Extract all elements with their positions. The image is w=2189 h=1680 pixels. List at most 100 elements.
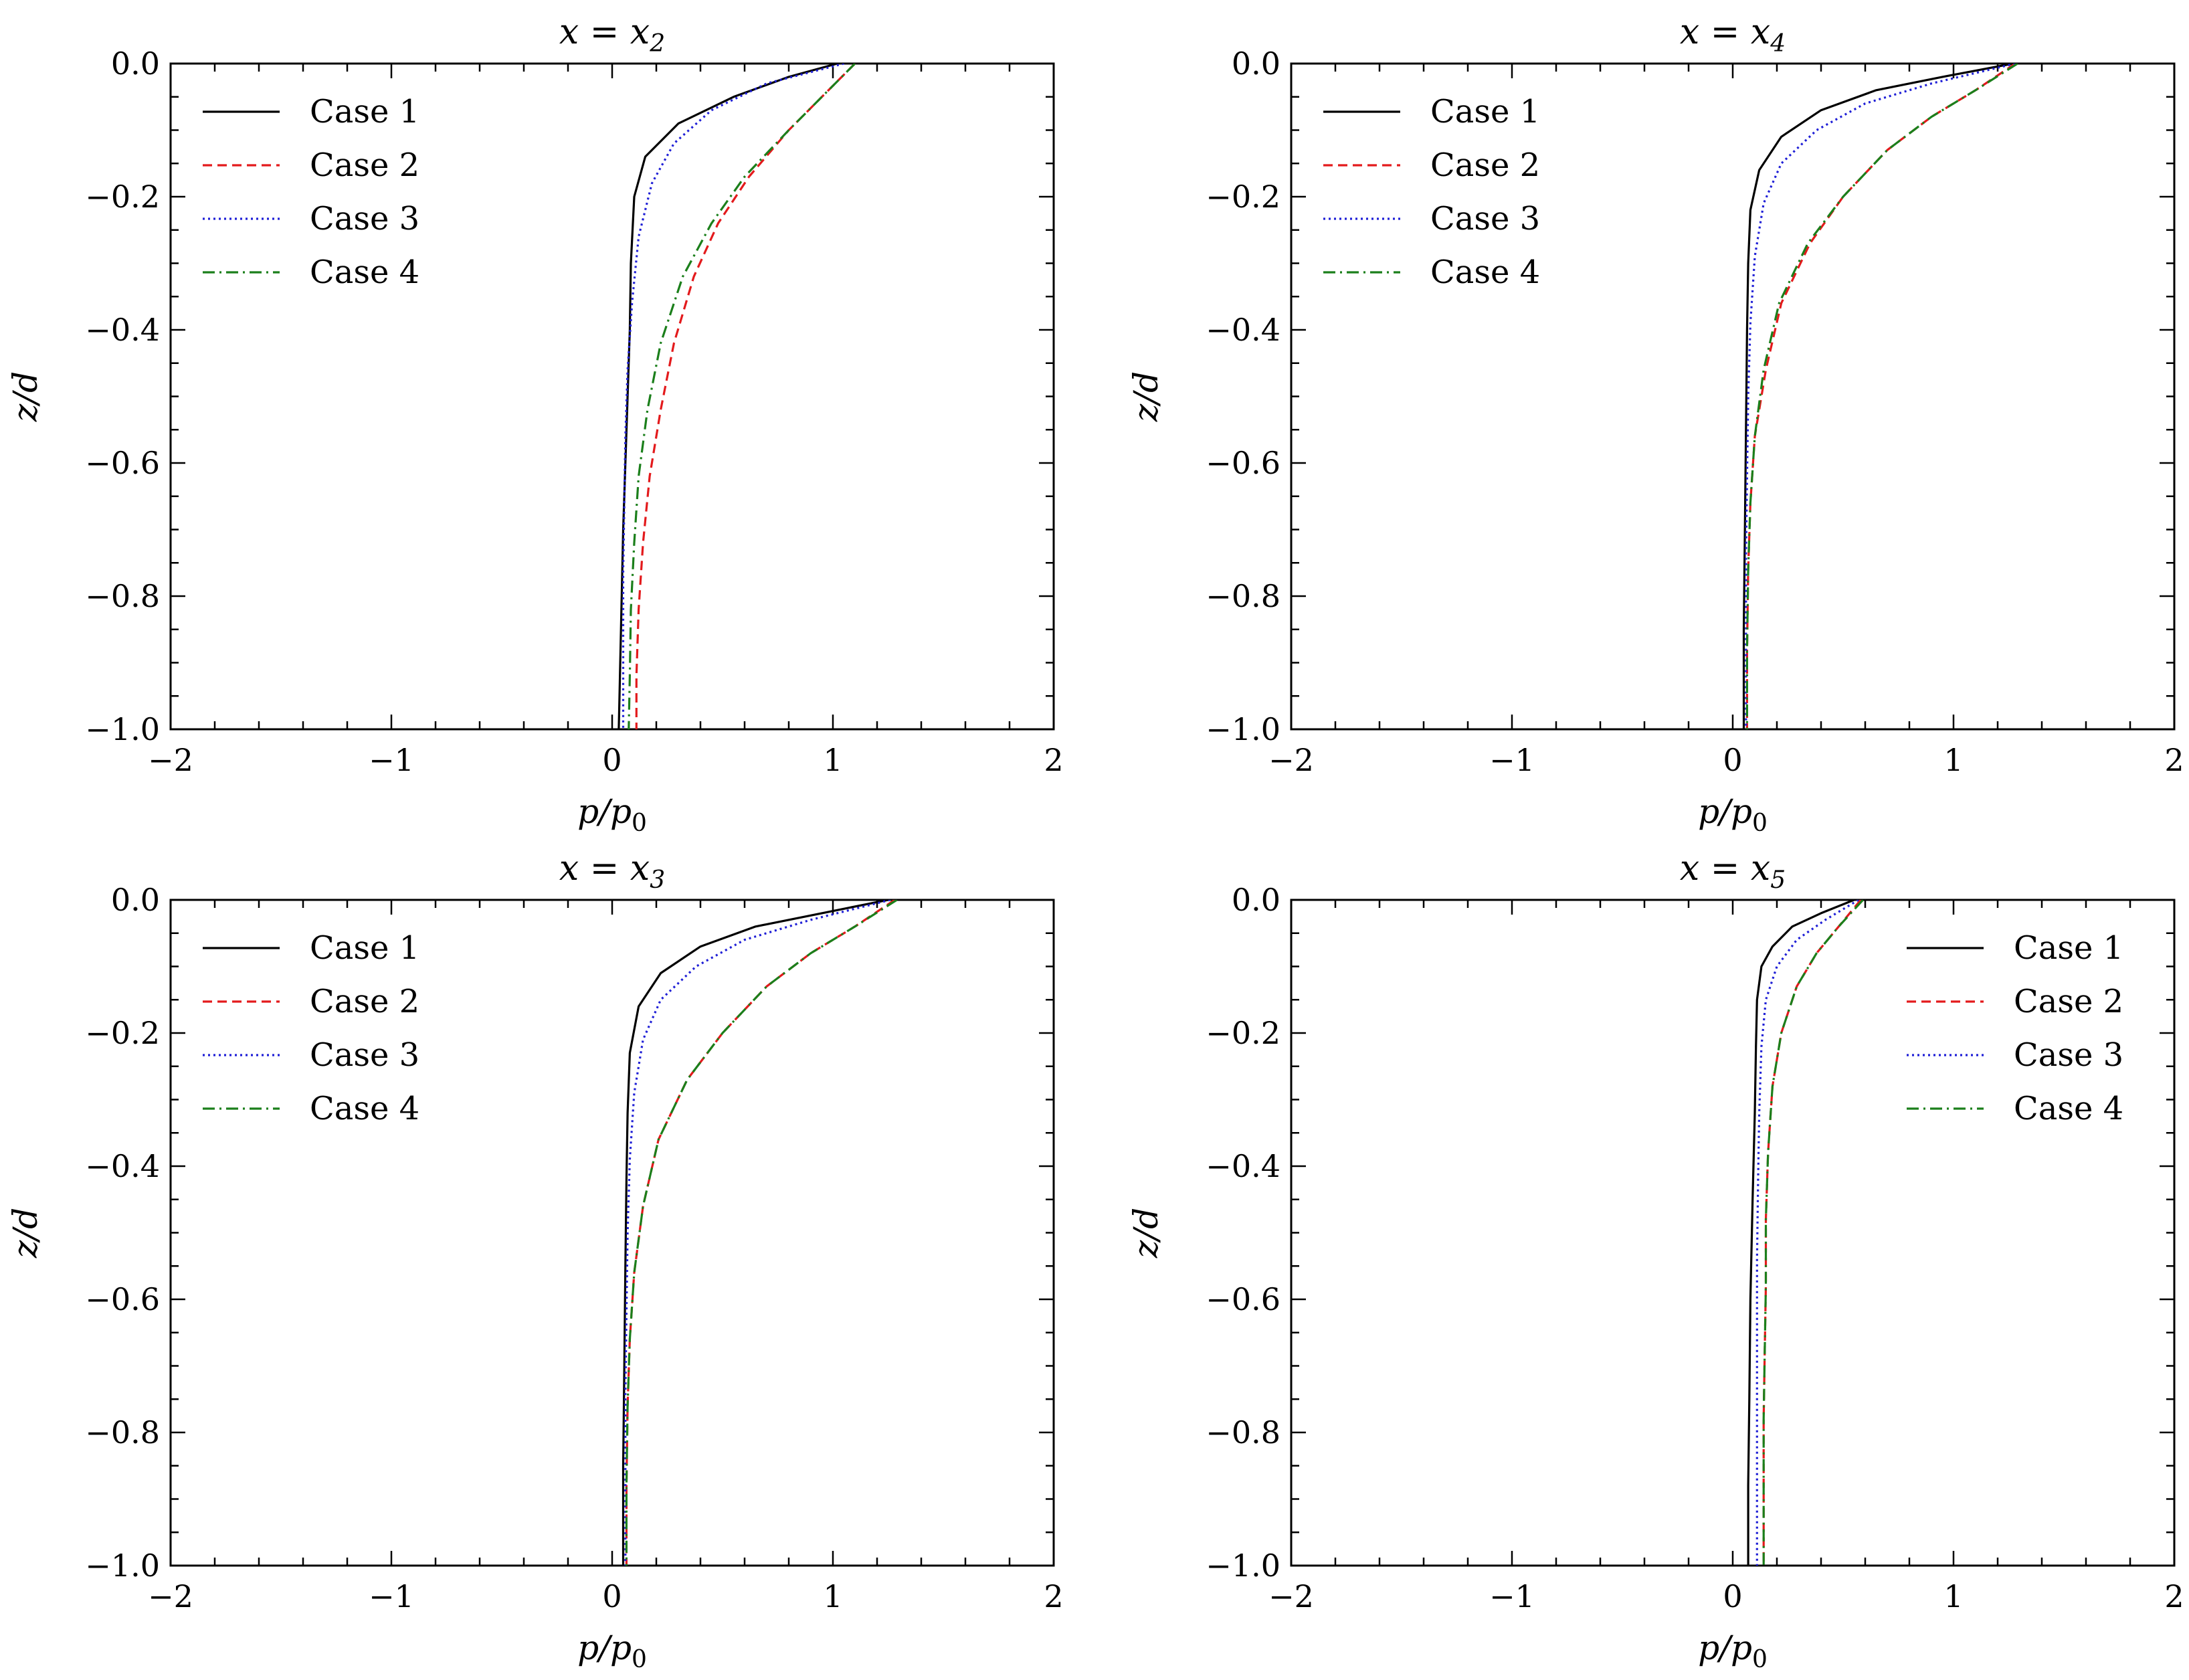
x-tick-label: −1	[369, 1578, 414, 1614]
x-tick-label: 1	[823, 1578, 842, 1614]
y-tick-label: −1.0	[1206, 1548, 1280, 1584]
legend-label-case-3: Case 3	[1430, 200, 1540, 238]
y-tick-label: −0.4	[1206, 1148, 1280, 1184]
series-line-case-4	[625, 900, 898, 1566]
y-tick-label: −1.0	[1206, 711, 1280, 747]
y-tick-label: −0.8	[1206, 578, 1280, 614]
title-var: x = x	[559, 12, 650, 52]
series-line-case-4	[1745, 64, 2018, 729]
y-tick-label: 0.0	[111, 882, 160, 918]
x-axis-label-main: p/p	[577, 1628, 632, 1667]
legend-label-case-4: Case 4	[310, 1090, 419, 1127]
panel-title: x = x3	[559, 848, 665, 894]
y-tick-label: 0.0	[1232, 45, 1280, 82]
panel-4: −2 −1 0 1 20.0−0.2−0.4−0.6−0.8−1.0x = x5p/p0…	[1127, 848, 2184, 1673]
panel-title: x = x5	[1680, 848, 1786, 894]
legend-label-case-1: Case 1	[2014, 929, 2123, 967]
x-axis-label: p/p0	[577, 792, 647, 837]
x-tick-label: 2	[2164, 742, 2184, 778]
title-var: x = x	[559, 848, 650, 889]
x-tick-label: 2	[2164, 1578, 2184, 1614]
x-tick-label: −2	[148, 742, 193, 778]
x-tick-label: 0	[602, 742, 622, 778]
series-line-case-1	[617, 64, 838, 729]
x-axis-label: p/p0	[577, 1628, 647, 1673]
series-lines	[1742, 64, 2018, 729]
x-axis-label-main: p/p	[1698, 792, 1752, 831]
series-line-case-1	[1742, 64, 2014, 729]
y-tick-label: −0.4	[1206, 312, 1280, 348]
series-lines	[617, 64, 856, 729]
legend-label-case-4: Case 4	[1430, 254, 1540, 291]
panel-2: −2 −1 0 1 2 0.0 −0.2 −0.4 −0.6 −0.8 −1.0 x = x4 p/p0…	[1127, 12, 2184, 837]
x-axis-label: p/p0	[1698, 792, 1768, 837]
title-subscript: 3	[650, 866, 665, 894]
x-tick-label: −1	[1489, 1578, 1535, 1614]
series-line-case-3	[1745, 64, 2016, 729]
panel-title: x = x2	[559, 12, 665, 58]
x-axis-label-subscript: 0	[632, 1646, 647, 1673]
x-tick-label: 0	[602, 1578, 622, 1614]
legend-label-case-2: Case 2	[310, 147, 419, 184]
y-tick-label: −0.6	[1206, 445, 1280, 481]
y-tick-label: −0.2	[85, 1015, 160, 1051]
axes-frame	[1290, 62, 2176, 731]
series-line-case-2	[625, 900, 896, 1566]
x-axis-label-subscript: 0	[1752, 810, 1768, 837]
x-tick-label: −2	[1268, 1578, 1314, 1614]
series-line-case-4	[628, 64, 856, 729]
x-tick-label: −2	[148, 1578, 193, 1614]
legend-label-case-4: Case 4	[2014, 1090, 2123, 1127]
series-line-case-1	[622, 900, 888, 1566]
title-var: x = x	[1680, 12, 1770, 52]
y-tick-label: −0.2	[1206, 1015, 1280, 1051]
x-tick-label: −2	[1268, 742, 1314, 778]
legend-label-case-3: Case 3	[310, 200, 419, 238]
legend-label-case-1: Case 1	[310, 93, 419, 130]
y-tick-label: 0.0	[111, 45, 160, 82]
y-tick-label: 0.0	[1232, 882, 1280, 918]
y-tick-label: −0.6	[85, 445, 160, 481]
y-tick-label: −0.8	[1206, 1414, 1280, 1451]
series-line-case-3	[622, 64, 844, 729]
y-tick-label: −1.0	[85, 1548, 160, 1584]
y-axis-label: z/d	[6, 371, 45, 422]
x-axis-label-main: p/p	[577, 792, 632, 831]
x-tick-label: 1	[1943, 742, 1963, 778]
x-tick-label: −1	[369, 742, 414, 778]
y-axis-label: z/d	[1127, 371, 1165, 422]
y-tick-label: −0.6	[1206, 1281, 1280, 1317]
series-line-case-2	[1745, 64, 2016, 729]
x-tick-label: 2	[1044, 742, 1063, 778]
panel-title: x = x4	[1680, 12, 1786, 58]
title-subscript: 2	[649, 30, 665, 58]
legend-label-case-2: Case 2	[1430, 147, 1540, 184]
y-tick-label: −0.4	[85, 1148, 160, 1184]
y-axis-label: z/d	[6, 1208, 45, 1258]
series-line-case-4	[1762, 900, 1864, 1566]
title-var: x = x	[1680, 848, 1770, 889]
panel-3: −2 −1 0 1 20.0−0.2−0.4−0.6−0.8−1.0x = x3p/p0…	[6, 848, 1064, 1673]
y-tick-label: −0.8	[85, 578, 160, 614]
legend-label-case-1: Case 1	[310, 929, 419, 967]
series-line-case-2	[1762, 900, 1862, 1566]
legend-label-case-2: Case 2	[2014, 983, 2123, 1020]
series-line-case-2	[635, 64, 856, 729]
axes-frame	[169, 899, 1055, 1567]
y-tick-label: −0.8	[85, 1414, 160, 1451]
y-tick-label: −0.4	[85, 312, 160, 348]
y-tick-label: −0.2	[85, 179, 160, 215]
x-tick-label: −1	[1489, 742, 1535, 778]
y-tick-label: −0.2	[1206, 179, 1280, 215]
x-tick-label: 1	[1943, 1578, 1963, 1614]
x-tick-label: 1	[823, 742, 842, 778]
legend: Case 1 Case 2 Case 3 Case 4	[203, 929, 419, 1127]
y-tick-label: −0.6	[85, 1281, 160, 1317]
title-subscript: 4	[1770, 30, 1786, 58]
legend-label-case-1: Case 1	[1430, 93, 1540, 130]
x-axis-label-subscript: 0	[632, 810, 647, 837]
panel-1: −2 −1 0 1 20.0−0.2−0.4−0.6−0.8−1.0x = x2p/p0…	[6, 12, 1064, 837]
x-tick-label: 0	[1723, 1578, 1742, 1614]
legend: Case 1 Case 2 Case 3 Case 4	[1323, 93, 1540, 291]
